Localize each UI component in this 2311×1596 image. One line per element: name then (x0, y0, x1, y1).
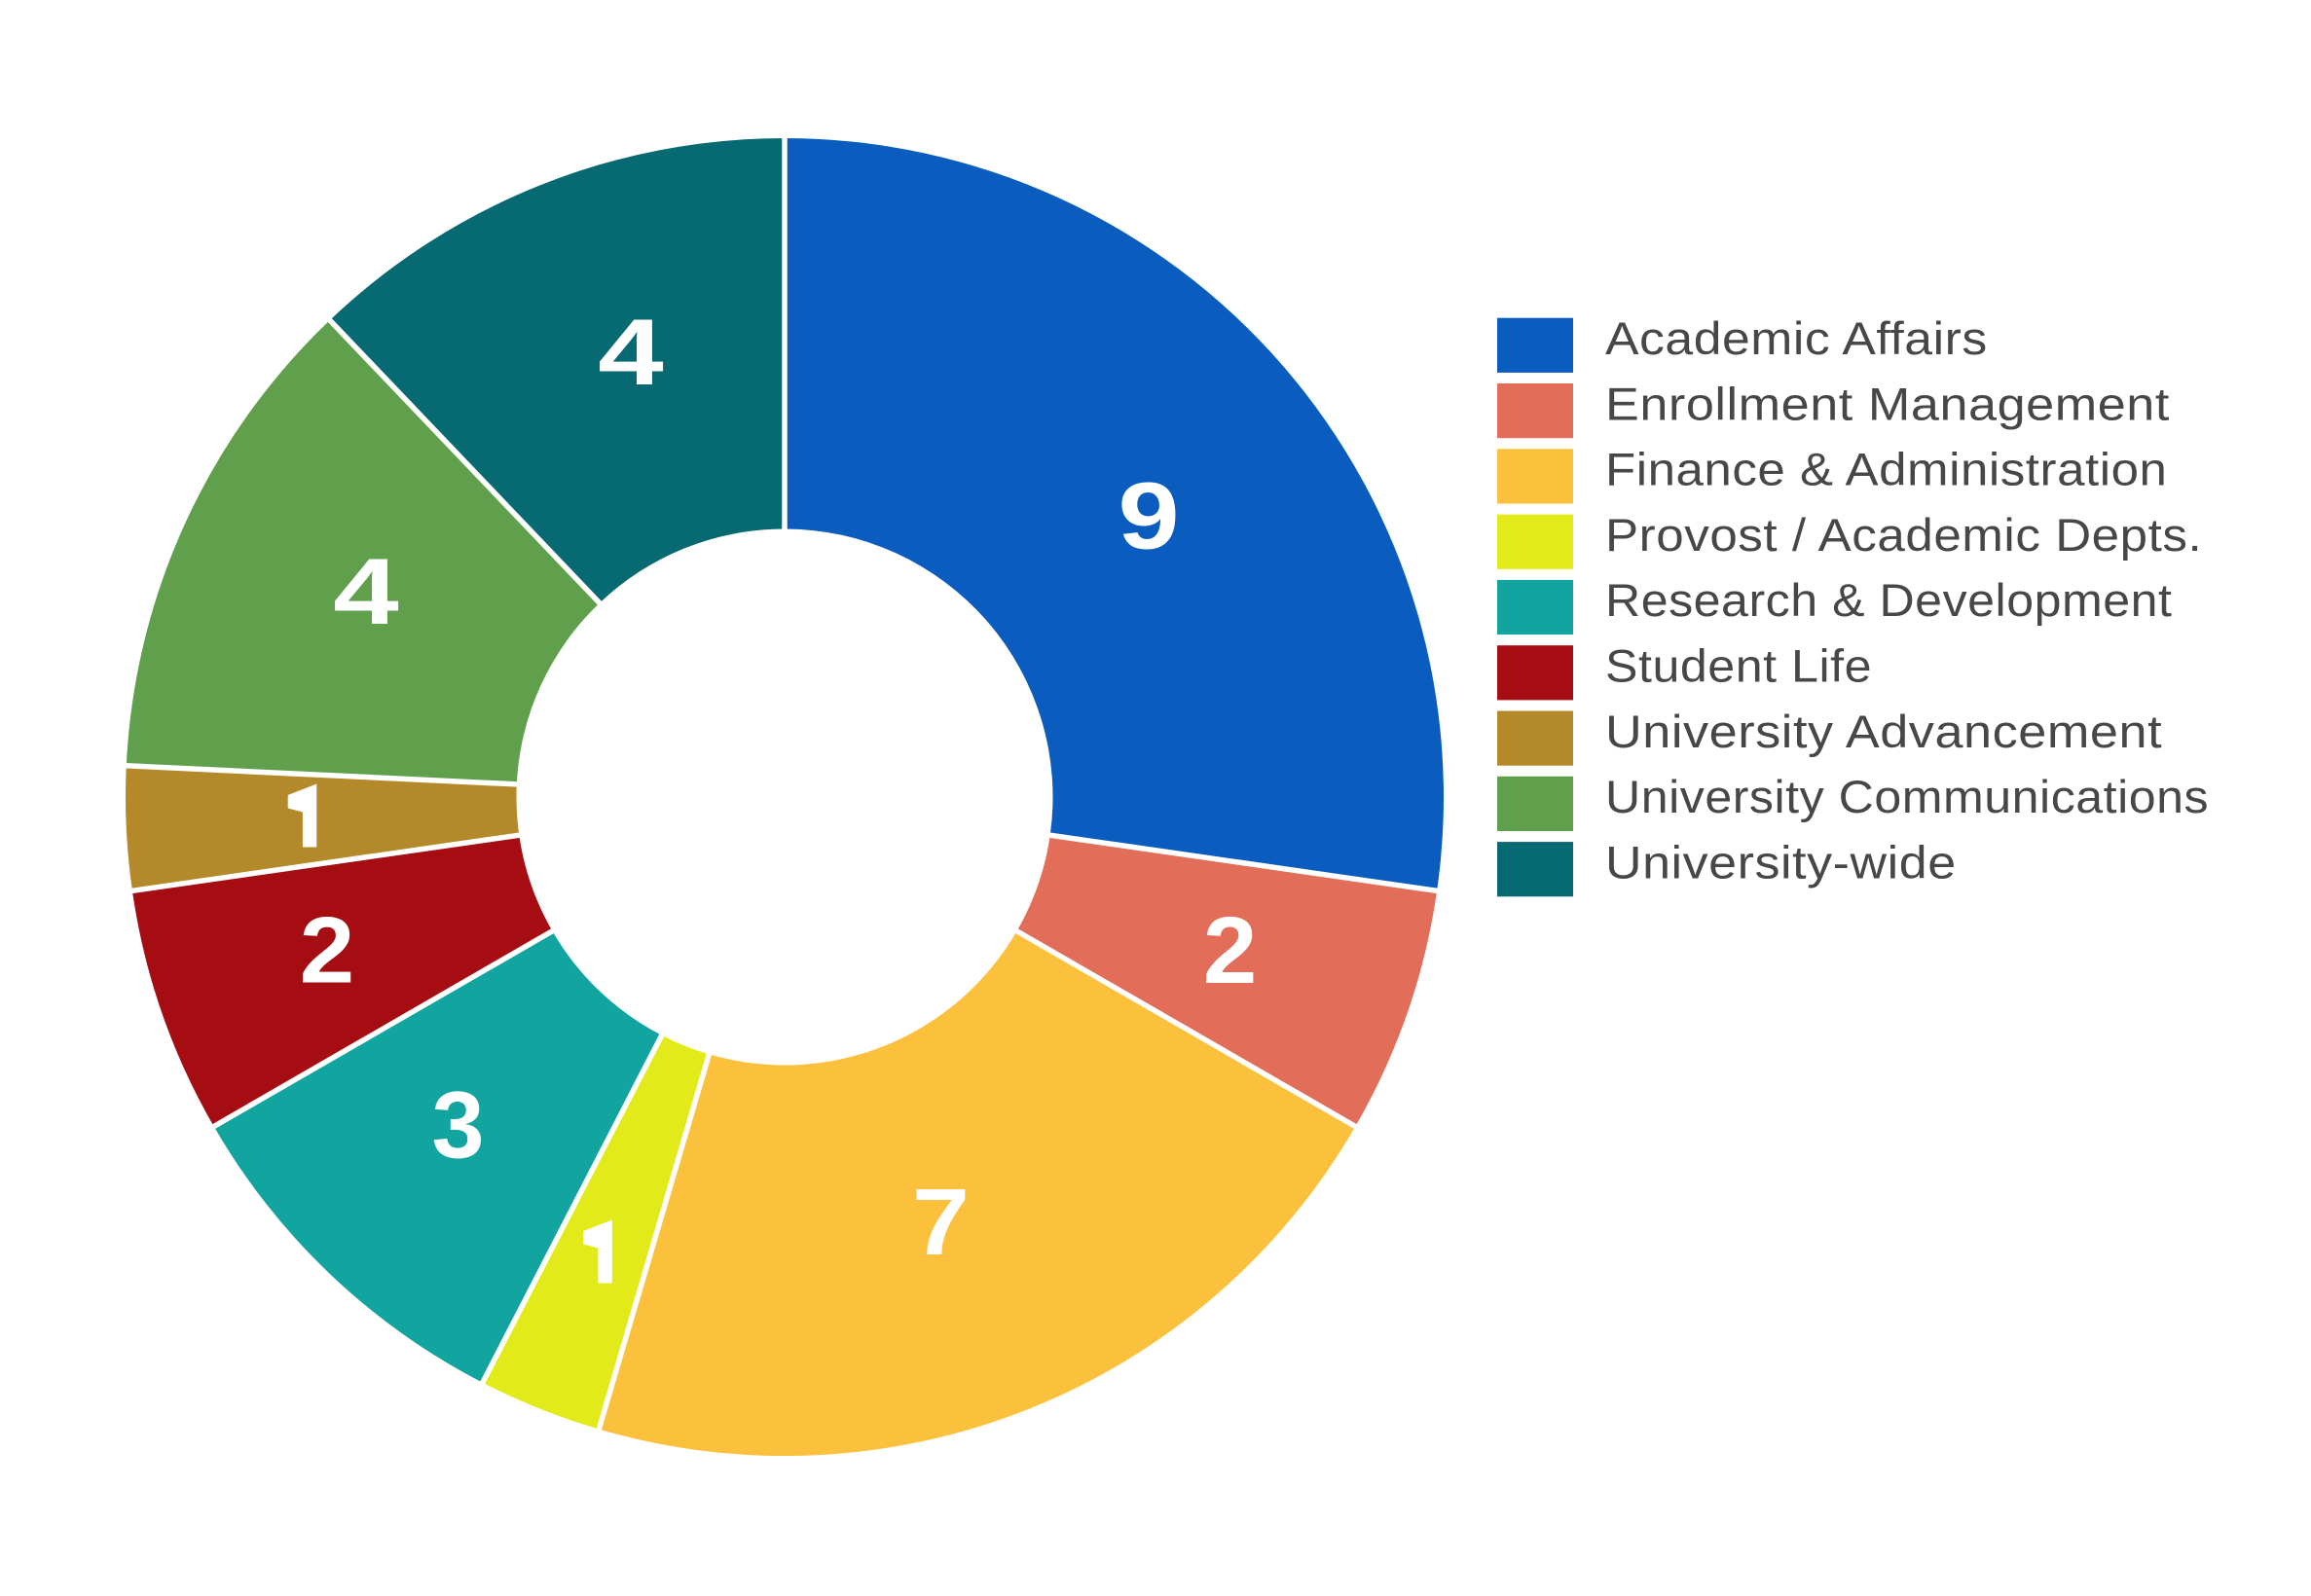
svg-text:Academic Affairs: Academic Affairs (1605, 313, 1988, 364)
svg-text:Provost / Academic Depts.: Provost / Academic Depts. (1605, 511, 2202, 562)
svg-text:3: 3 (432, 1072, 485, 1179)
svg-text:4: 4 (333, 539, 398, 644)
svg-text:2: 2 (300, 898, 355, 1003)
svg-text:University Advancement: University Advancement (1605, 706, 2162, 757)
svg-text:4: 4 (598, 300, 663, 405)
svg-text:University-wide: University-wide (1605, 837, 1957, 889)
svg-text:9: 9 (1118, 463, 1179, 568)
svg-text:Finance & Administration: Finance & Administration (1605, 445, 2167, 495)
svg-text:Enrollment Management: Enrollment Management (1605, 379, 2170, 430)
svg-text:2: 2 (1203, 897, 1258, 1002)
svg-text:7: 7 (912, 1170, 970, 1275)
svg-text:University Communications: University Communications (1605, 772, 2209, 822)
svg-text:Research & Development: Research & Development (1605, 576, 2172, 627)
svg-text:Student Life: Student Life (1605, 641, 1872, 692)
